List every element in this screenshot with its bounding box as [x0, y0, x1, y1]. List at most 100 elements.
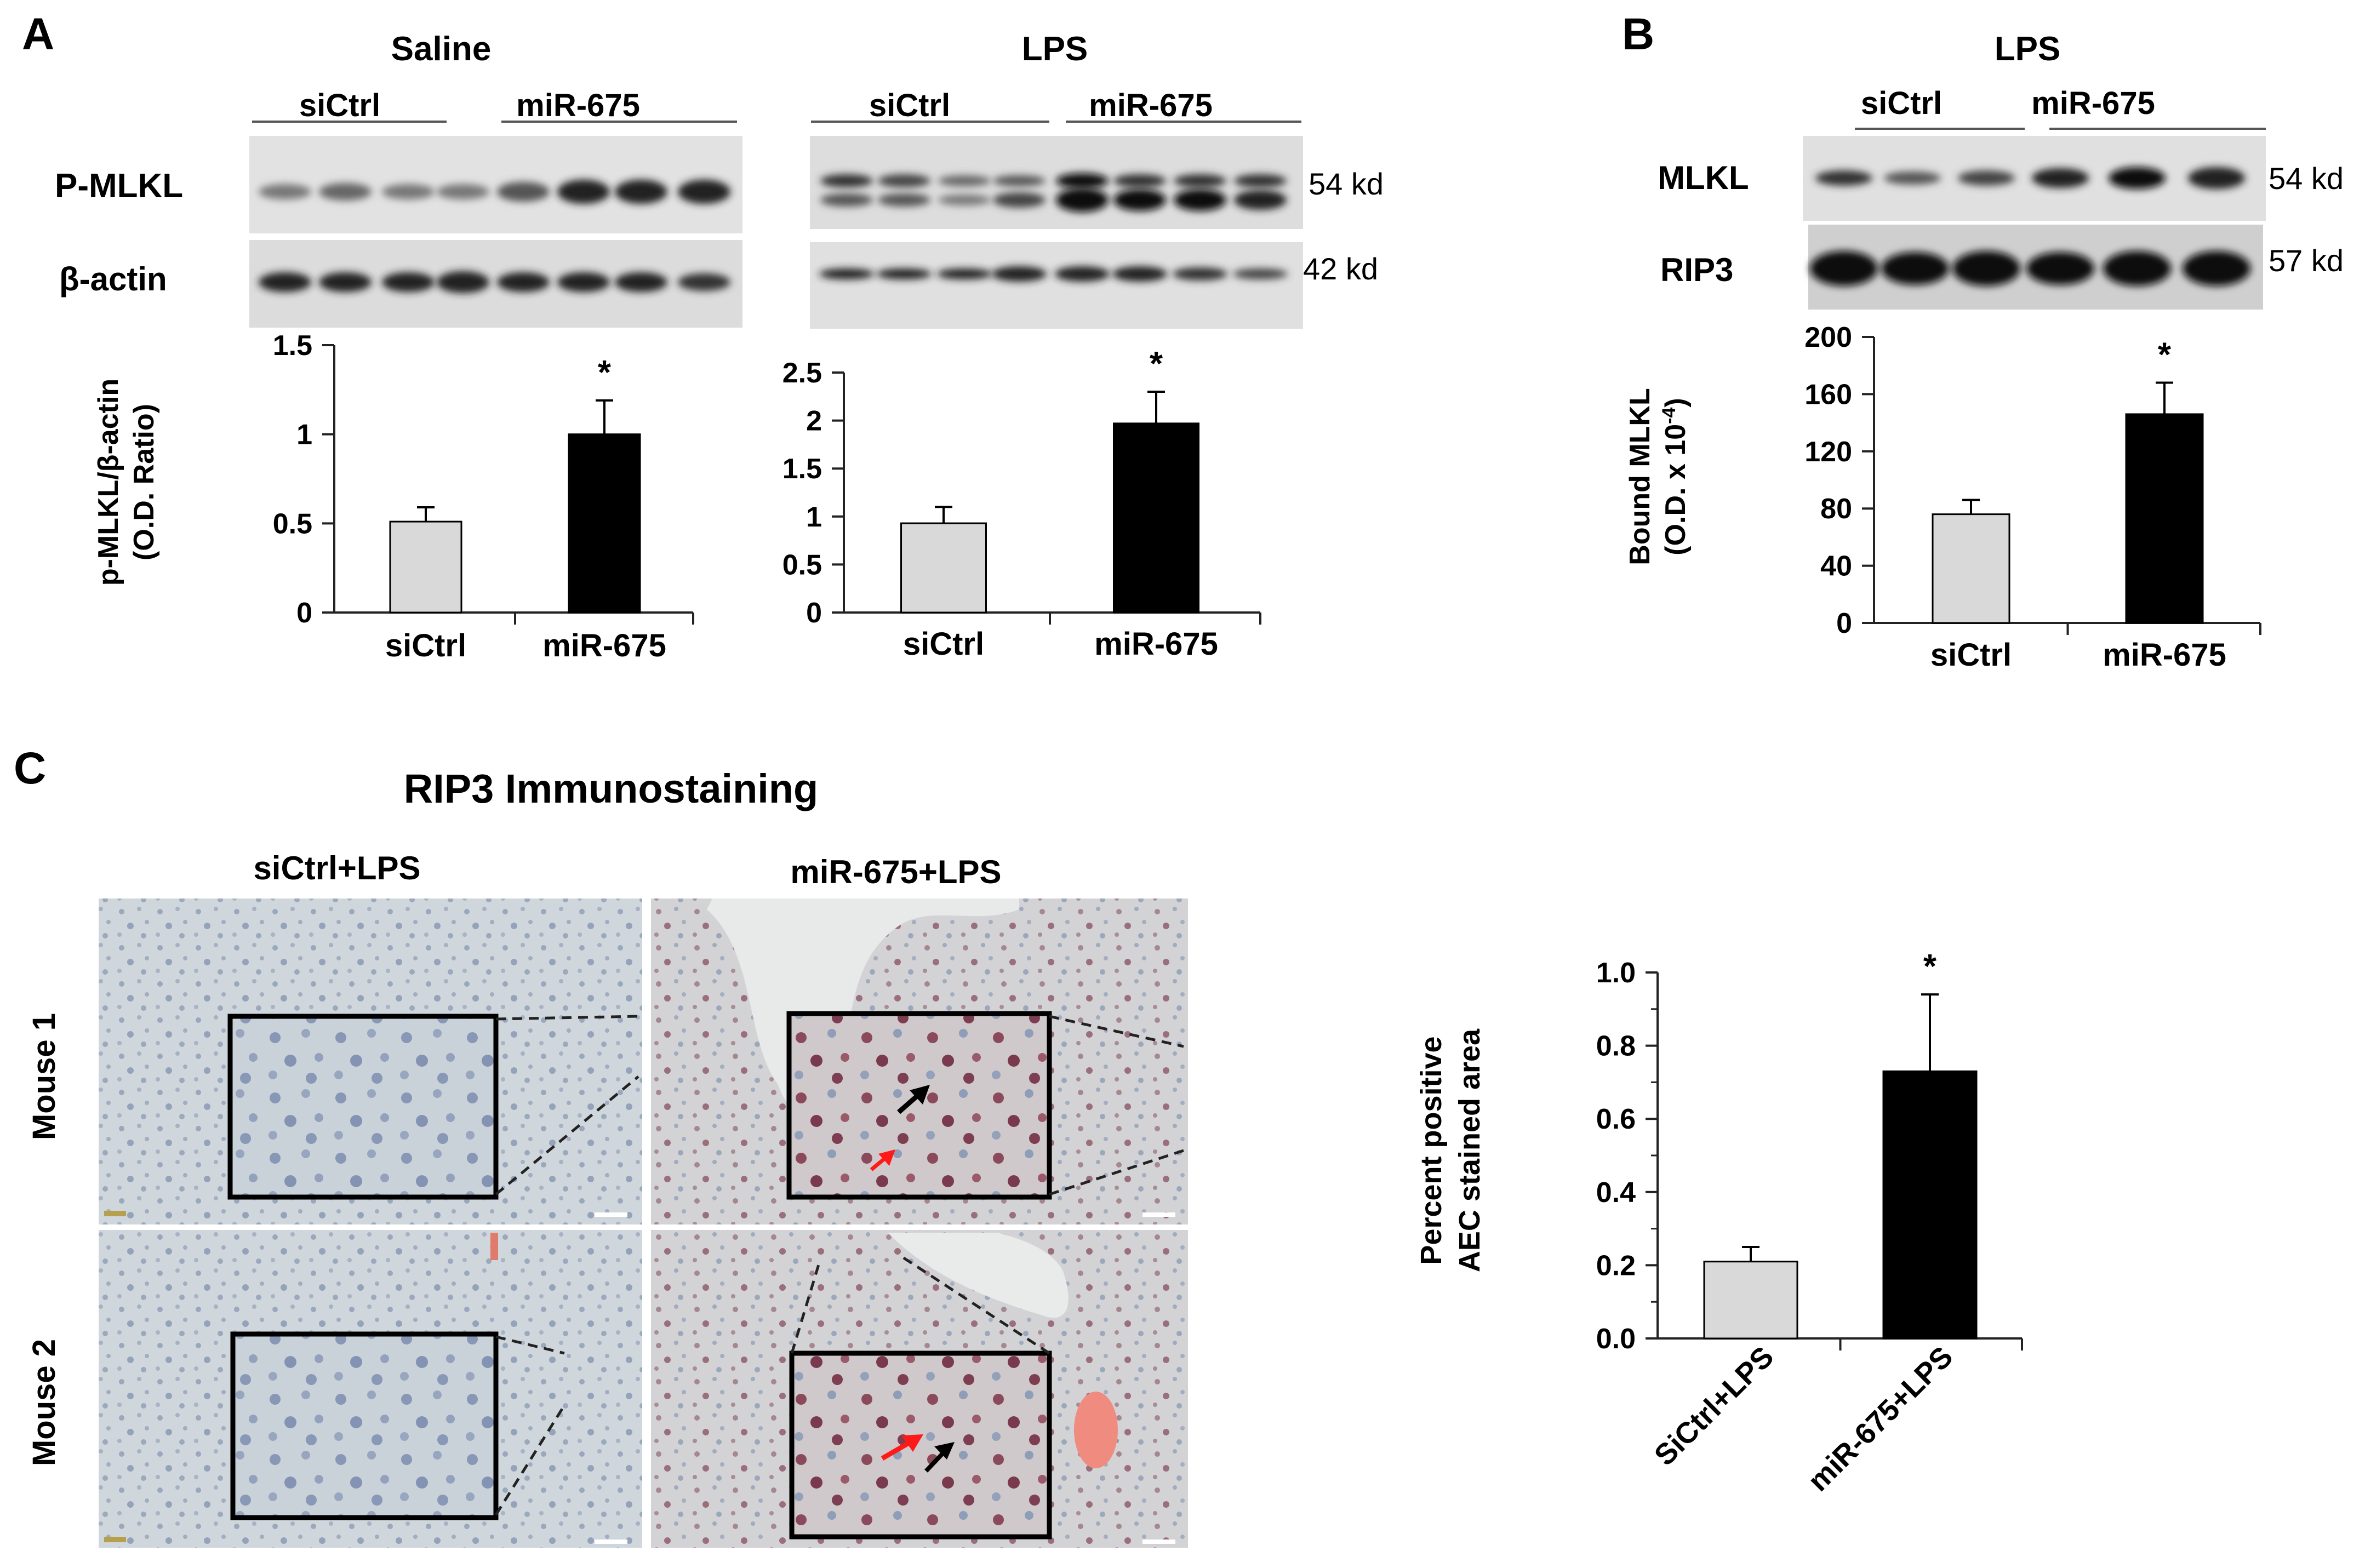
blot-band	[557, 272, 610, 292]
blot-band	[1810, 251, 1878, 286]
y-tick-label: 0.5	[782, 549, 822, 581]
blot-band	[382, 184, 435, 199]
y-tick-label: 0.0	[1596, 1323, 1636, 1355]
blot-band	[1113, 174, 1166, 187]
panel-b-letter: B	[1622, 9, 1654, 59]
blot-band	[938, 194, 991, 205]
kd-label-54-b: 54 kd	[2269, 161, 2344, 196]
significance-asterisk: *	[1150, 345, 1163, 383]
blot-band	[319, 183, 372, 201]
panel-a-lps-title: LPS	[1022, 30, 1088, 68]
blot-band	[1173, 267, 1227, 281]
chart-c: 0.0 0.2 0.4 0.6 0.8 1.0 SiCtrl+LPS * miR-675+LPS	[1596, 948, 2023, 1498]
panel-c-ylabel-1: Percent positive	[1415, 1036, 1448, 1264]
blot-band	[878, 174, 930, 187]
blot-band	[820, 174, 873, 187]
blot-band	[1881, 252, 1949, 285]
kd-label-54: 54 kd	[1309, 167, 1384, 201]
bar-miR-675	[1113, 422, 1199, 614]
micrograph-mir-mouse2	[651, 1230, 1188, 1548]
blot-band	[1233, 268, 1288, 279]
panel-b-ylabel-2: (O.D. x 10-4)	[1659, 398, 1692, 555]
blot-band	[938, 175, 991, 186]
blot-band	[678, 273, 730, 291]
panel-c-ylabel-2: AEC stained area	[1453, 1028, 1486, 1272]
blot-band	[1234, 174, 1287, 187]
panel-c-letter: C	[14, 743, 46, 793]
blot-band	[1174, 189, 1226, 211]
blot-band	[615, 272, 667, 292]
y-tick-label: 0	[806, 597, 822, 629]
saline-sictrl-label: siCtrl	[299, 88, 380, 123]
blot-band	[497, 182, 550, 202]
micrograph-sictrl-mouse1	[99, 899, 642, 1224]
x-category-label: siCtrl	[1930, 637, 2012, 673]
blot-band	[2026, 252, 2094, 285]
blot-band	[557, 180, 610, 204]
row-label-mouse-1: Mouse 1	[26, 1013, 62, 1140]
y-tick-label: 0.5	[273, 508, 312, 540]
blot-band	[259, 272, 311, 292]
col-label-sictrl-lps: siCtrl+LPS	[253, 850, 420, 886]
panel-a-letter: A	[22, 9, 54, 59]
zoom-inset	[789, 1350, 1052, 1540]
zoom-inset	[227, 1014, 499, 1200]
kd-label-42: 42 kd	[1303, 251, 1378, 286]
row-label-mouse-2: Mouse 2	[26, 1339, 62, 1466]
y-tick-label: 200	[1804, 322, 1852, 353]
row-label-p-mlkl: P-MLKL	[55, 167, 183, 205]
y-tick-label: 1	[806, 501, 822, 533]
micrograph-sictrl-mouse2	[99, 1230, 642, 1548]
blot-band	[2103, 251, 2171, 286]
micrograph-mir-mouse1	[651, 899, 1188, 1224]
blot-band	[1234, 190, 1287, 210]
x-category-label: miR-675	[542, 628, 666, 663]
blot-lps-actin	[810, 242, 1303, 329]
black-arrow-icon	[924, 1442, 955, 1473]
y-tick-label: 160	[1804, 379, 1852, 410]
zoom-inset	[230, 1331, 499, 1520]
y-tick-label: 2.5	[782, 357, 822, 389]
blot-band	[497, 272, 550, 292]
blot-band	[1952, 251, 2020, 286]
blot-band	[1112, 266, 1167, 282]
y-tick-label: 120	[1804, 436, 1852, 468]
y-tick-label: 0	[1836, 608, 1852, 639]
b-sictrl-label: siCtrl	[1861, 85, 1942, 121]
y-tick-label: 1	[296, 419, 312, 451]
blot-band	[993, 192, 1046, 208]
bar-SiCtrl+LPS	[1703, 1261, 1798, 1340]
significance-asterisk: *	[598, 354, 612, 392]
lps-sictrl-label: siCtrl	[869, 88, 950, 123]
blot-band	[992, 266, 1047, 282]
y-tick-label: 2	[806, 405, 822, 437]
vessel-lumen	[707, 899, 1019, 1117]
bar-miR-675	[2125, 413, 2204, 624]
red-arrow-icon	[870, 1149, 895, 1171]
blot-saline-pmlkl	[249, 136, 742, 233]
y-tick-label: 0.2	[1596, 1250, 1636, 1281]
blot-band	[382, 272, 435, 292]
x-category-label: siCtrl	[385, 628, 466, 663]
y-tick-label: 1.5	[273, 330, 312, 362]
panel-a-ylabel-1: p-MLKL/β-actin	[93, 379, 124, 586]
chart-a-saline: 0 0.5 1 1.5 siCtrl * miR-675	[273, 330, 694, 663]
blot-band	[678, 180, 730, 204]
saline-mir-label: miR-675	[516, 88, 640, 123]
blot-band	[1884, 171, 1941, 185]
red-stain-spot	[1074, 1392, 1118, 1468]
bar-siCtrl	[900, 522, 987, 614]
panel-b-ylabel-1: Bound MLKL	[1624, 388, 1656, 565]
chart-a-lps: 0 0.5 1 1.5 2 2.5 siCtrl * miR-675	[782, 345, 1261, 662]
kd-label-57: 57 kd	[2269, 243, 2344, 278]
panel-a-ylabel-2: (O.D. Ratio)	[128, 404, 160, 560]
col-label-mir-lps: miR-675+LPS	[790, 854, 1001, 890]
y-tick-label: 0	[296, 597, 312, 629]
panel-a-saline-title: Saline	[391, 30, 492, 68]
red-arrow-icon	[881, 1434, 923, 1461]
blot-band	[615, 180, 667, 204]
black-arrow-icon	[897, 1085, 930, 1114]
row-label-mlkl: MLKL	[1658, 159, 1749, 196]
blot-band	[1174, 174, 1226, 187]
